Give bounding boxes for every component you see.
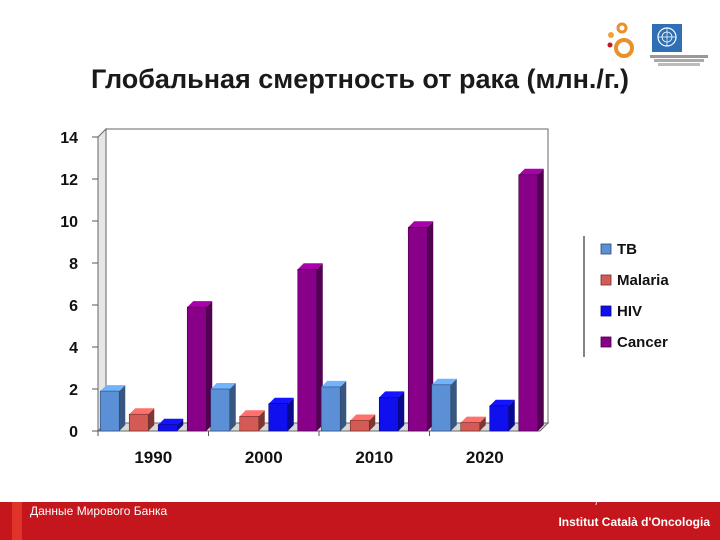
legend-label-malaria: Malaria xyxy=(617,272,669,289)
bar-tb-1990 xyxy=(99,390,120,432)
mortality-bar-chart: 0 2 4 6 8 10 12 14 1990 2000 2010 2020 TB Malaria HI… xyxy=(60,127,669,467)
logo-caption xyxy=(646,54,712,67)
slide-title: Глобальная смертность от рака (млн./г.) xyxy=(91,64,629,94)
y-tick-label: 12 xyxy=(60,172,78,189)
bar-side-hiv xyxy=(177,418,184,431)
bar-tb-2010 xyxy=(320,386,341,432)
plot-back-wall xyxy=(105,128,549,424)
bar-malaria-2000 xyxy=(239,415,260,432)
bar-top-hiv xyxy=(158,418,184,425)
bar-cancer-2020 xyxy=(518,174,539,432)
y-tick-label: 6 xyxy=(69,298,78,315)
bar-top-hiv xyxy=(489,399,515,406)
bar-top-tb xyxy=(210,383,236,389)
x-category-label: 2000 xyxy=(245,448,283,467)
x-category-label: 1990 xyxy=(134,448,172,467)
bar-top-hiv xyxy=(379,391,405,398)
legend: TB Malaria HIV Cancer xyxy=(583,236,669,357)
bar-malaria-1990 xyxy=(128,413,149,432)
bar-top-malaria xyxy=(460,416,486,423)
legend-label-tb: TB xyxy=(617,241,637,258)
y-tick-label: 14 xyxy=(60,130,78,147)
y-tick-label: 0 xyxy=(69,424,78,441)
bar-side-tb xyxy=(450,378,457,431)
un-emblem-icon xyxy=(652,24,682,52)
bar-malaria-2020 xyxy=(460,422,481,432)
bar-top-malaria xyxy=(239,410,265,417)
bar-top-tb xyxy=(431,378,457,385)
x-category-label: 2010 xyxy=(355,448,393,467)
bar-cancer-2010 xyxy=(407,227,428,432)
x-category-label: 2020 xyxy=(466,448,504,467)
legend-swatch-malaria xyxy=(600,274,612,286)
source-note: Данные Мирового Банка xyxy=(30,504,168,518)
bar-hiv-2020 xyxy=(489,405,510,432)
bar-malaria-2010 xyxy=(349,420,370,432)
legend-swatch-tb xyxy=(600,243,612,255)
bar-top-cancer xyxy=(518,168,544,175)
bar-top-cancer xyxy=(297,263,323,270)
bar-cancer-2000 xyxy=(297,268,318,432)
bars xyxy=(99,168,544,432)
x-axis: 1990 2000 2010 2020 xyxy=(97,431,504,467)
bar-side-malaria xyxy=(479,416,486,431)
bar-side-hiv xyxy=(398,391,405,431)
bar-side-tb xyxy=(340,380,347,431)
legend-label-hiv: HIV xyxy=(617,303,642,320)
bar-tb-2020 xyxy=(431,384,452,432)
bar-side-tb xyxy=(229,383,236,431)
legend-swatch-cancer xyxy=(600,336,612,348)
bar-side-tb xyxy=(119,385,126,431)
bar-top-malaria xyxy=(129,408,155,415)
bar-side-cancer xyxy=(427,221,434,431)
bar-hiv-2000 xyxy=(268,403,289,432)
legend-label-cancer: Cancer xyxy=(617,334,668,351)
footer-bar xyxy=(0,502,720,540)
footer-accent xyxy=(12,502,22,540)
bar-top-tb xyxy=(321,380,347,387)
legend-swatch-hiv xyxy=(600,305,612,317)
institute-logo xyxy=(607,22,634,58)
bar-top-tb xyxy=(100,385,126,392)
page-number: 7 xyxy=(594,497,600,507)
y-tick-label: 2 xyxy=(69,382,78,399)
y-tick-label: 10 xyxy=(60,214,78,231)
organization-name: Institut Català d'Oncologia xyxy=(558,515,710,529)
y-tick-label: 4 xyxy=(69,340,78,357)
bar-side-hiv xyxy=(508,399,515,431)
bar-hiv-2010 xyxy=(378,397,399,432)
plot-frame xyxy=(96,127,550,433)
bar-side-cancer xyxy=(537,168,544,432)
bar-side-malaria xyxy=(148,408,155,431)
bar-cancer-1990 xyxy=(186,306,207,432)
bar-top-cancer xyxy=(187,301,213,308)
bar-hiv-1990 xyxy=(157,424,178,432)
bar-side-hiv xyxy=(287,397,294,431)
bar-top-malaria xyxy=(350,414,376,421)
bar-side-malaria xyxy=(369,414,376,431)
bar-top-cancer xyxy=(408,221,434,228)
bar-side-malaria xyxy=(258,410,265,431)
y-tick-label: 8 xyxy=(69,256,78,273)
bar-top-hiv xyxy=(268,397,294,404)
y-axis: 0 2 4 6 8 10 12 14 xyxy=(60,130,98,441)
bar-tb-2000 xyxy=(210,388,231,432)
plot-left-wall xyxy=(97,127,107,433)
